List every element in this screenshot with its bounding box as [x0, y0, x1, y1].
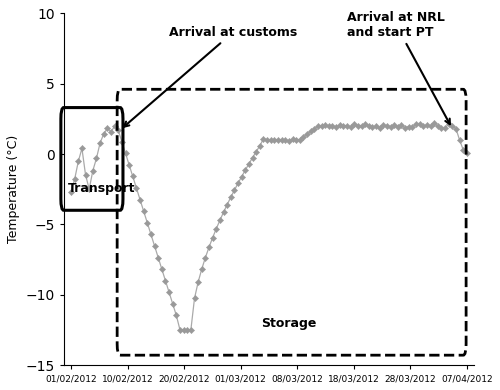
Text: Arrival at customs: Arrival at customs — [124, 26, 298, 127]
Text: Storage: Storage — [261, 317, 316, 330]
Text: Transport: Transport — [68, 182, 135, 195]
Y-axis label: Temperature (°C): Temperature (°C) — [7, 135, 20, 243]
Text: Arrival at NRL
and start PT: Arrival at NRL and start PT — [347, 11, 450, 124]
